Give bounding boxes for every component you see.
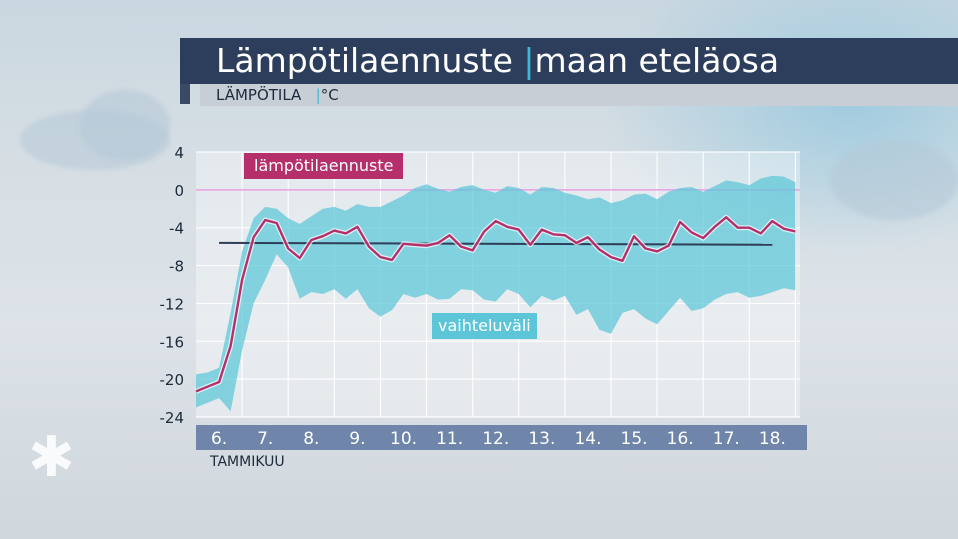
title-main: Lämpötilaennuste bbox=[216, 41, 513, 80]
y-tick-label: -24 bbox=[160, 409, 185, 427]
x-tick-label: 12. bbox=[482, 429, 509, 449]
x-tick-label: 8. bbox=[303, 429, 319, 449]
legend-range: vaihteluväli bbox=[432, 313, 537, 339]
forecast-line bbox=[195, 216, 796, 393]
background-cloud bbox=[80, 90, 170, 160]
x-tick-label: 7. bbox=[257, 429, 273, 449]
background-cloud bbox=[830, 140, 958, 220]
y-tick-label: -20 bbox=[160, 371, 185, 389]
y-tick-label: -12 bbox=[160, 295, 185, 313]
x-tick-label: 13. bbox=[528, 429, 555, 449]
y-tick-label: -16 bbox=[160, 333, 185, 351]
title-bar bbox=[180, 38, 958, 84]
x-tick-label: 6. bbox=[211, 429, 227, 449]
x-tick-label: 10. bbox=[390, 429, 417, 449]
legend-forecast: lämpötilaennuste bbox=[244, 153, 404, 179]
chart-subtitle: LÄMPÖTILA |°C bbox=[216, 85, 339, 105]
x-tick-label: 17. bbox=[713, 429, 740, 449]
x-tick-label: 14. bbox=[574, 429, 601, 449]
month-label: TAMMIKUU bbox=[210, 454, 285, 470]
y-tick-label: -4 bbox=[169, 220, 184, 238]
subtitle-separator: | bbox=[315, 86, 321, 104]
x-tick-label: 9. bbox=[349, 429, 365, 449]
y-tick-label: 4 bbox=[174, 144, 184, 162]
x-tick-label: 16. bbox=[667, 429, 694, 449]
y-tick-label: 0 bbox=[174, 182, 184, 200]
x-tick-label: 15. bbox=[621, 429, 648, 449]
title-separator: | bbox=[523, 41, 535, 80]
x-tick-label: 11. bbox=[436, 429, 463, 449]
title-region: maan eteläosa bbox=[534, 41, 780, 80]
subtitle-bar bbox=[200, 84, 958, 106]
subtitle-quantity: LÄMPÖTILA bbox=[216, 86, 302, 104]
x-axis-bar bbox=[196, 425, 807, 450]
chart-title: Lämpötilaennuste |maan eteläosa bbox=[216, 40, 779, 82]
y-tick-label: -8 bbox=[169, 258, 184, 276]
x-tick-label: 18. bbox=[759, 429, 786, 449]
snowflake-icon: ✱ bbox=[28, 425, 75, 490]
subtitle-unit: °C bbox=[320, 86, 339, 104]
